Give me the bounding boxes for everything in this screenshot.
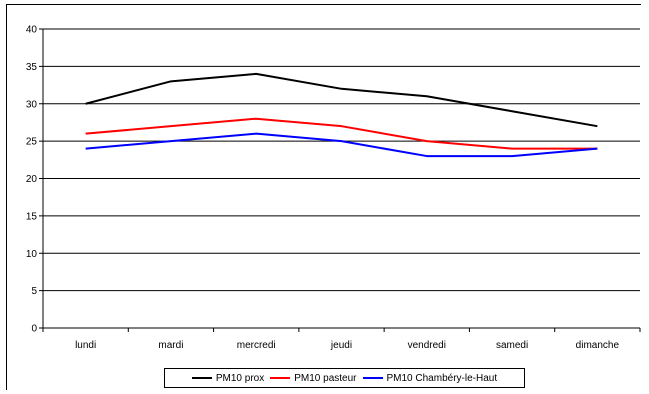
y-tick-label-20: 20 [26, 174, 38, 185]
x-tick-label-mardi: mardi [158, 340, 183, 351]
legend-label-pm10-pasteur: PM10 pasteur [294, 372, 357, 384]
legend-item-pm10-prox: PM10 prox [191, 372, 265, 384]
legend-swatch-pm10-chambery [362, 377, 383, 379]
x-tick-label-samedi: samedi [496, 340, 528, 351]
series-line-0 [85, 72, 598, 128]
y-tick-label-5: 5 [31, 286, 37, 297]
series-line-1 [85, 117, 598, 150]
chart-area [6, 4, 641, 390]
y-tick-label-35: 35 [26, 62, 38, 73]
y-tick-label-30: 30 [26, 99, 38, 110]
legend-label-pm10-prox: PM10 prox [215, 372, 265, 384]
y-tick-label-40: 40 [26, 25, 38, 36]
legend: PM10 prox PM10 pasteur PM10 Chambéry-le-… [164, 368, 525, 388]
legend-item-pm10-pasteur: PM10 pasteur [270, 372, 357, 384]
x-tick-label-dimanche: dimanche [576, 340, 620, 351]
y-tick-label-10: 10 [26, 249, 38, 260]
x-tick-label-jeudi: jeudi [330, 340, 352, 351]
y-tick-label-15: 15 [26, 211, 38, 222]
legend-item-pm10-chambery: PM10 Chambéry-le-Haut [362, 372, 498, 384]
legend-swatch-pm10-pasteur [270, 377, 291, 379]
x-tick-label-lundi: lundi [75, 340, 96, 351]
legend-label-pm10-chambery: PM10 Chambéry-le-Haut [386, 372, 498, 384]
x-tick-label-mercredi: mercredi [237, 340, 276, 351]
series-line-2 [85, 132, 598, 158]
x-tick-label-vendredi: vendredi [408, 340, 446, 351]
y-tick-label-0: 0 [31, 324, 37, 335]
y-tick-label-25: 25 [26, 137, 38, 148]
legend-swatch-pm10-prox [191, 377, 212, 379]
